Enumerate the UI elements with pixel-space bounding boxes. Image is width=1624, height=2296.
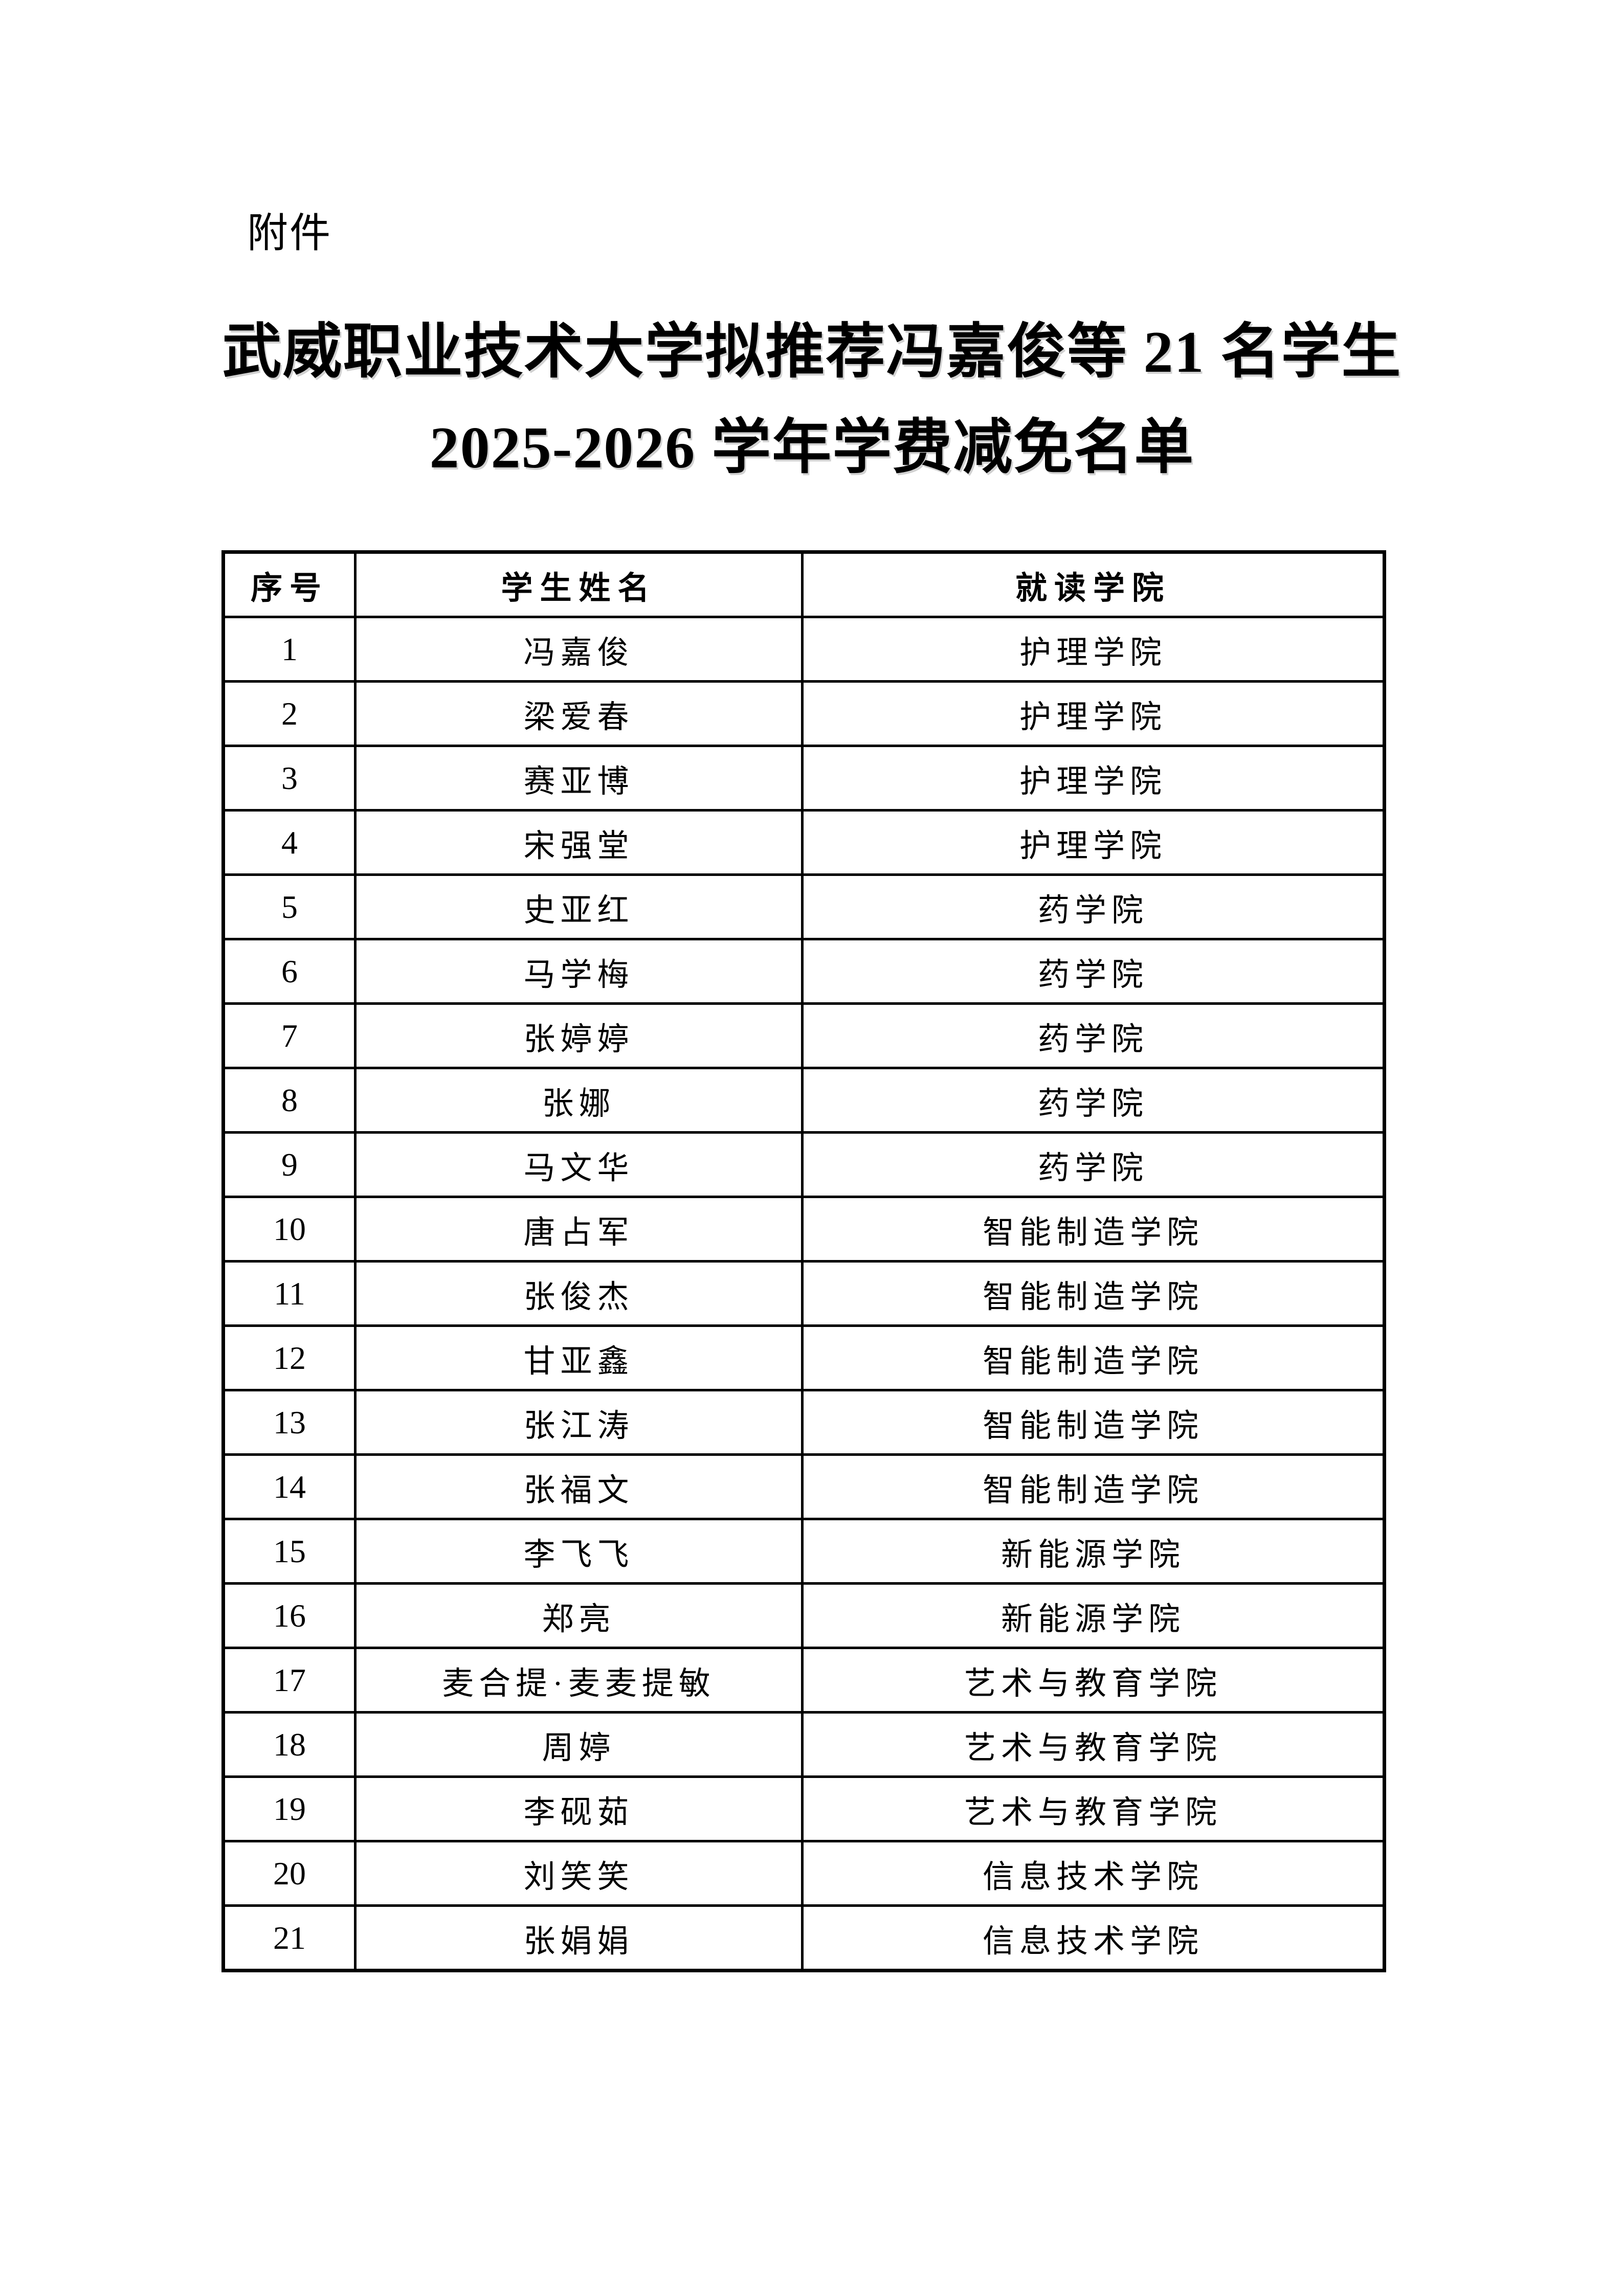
- table-row: 10 唐占军 智能制造学院: [222, 1196, 1386, 1263]
- student-name-cell: 张娟娟: [354, 1904, 804, 1972]
- row-number-cell: 17: [222, 1647, 357, 1714]
- row-number-cell: 14: [222, 1453, 357, 1520]
- table-body: 1 冯嘉俊 护理学院 2 梁爱春 护理学院 3 赛亚博 护理学院 4 宋强堂 护…: [222, 616, 1386, 1972]
- college-cell: 护理学院: [801, 616, 1386, 683]
- table-row: 12 甘亚鑫 智能制造学院: [222, 1324, 1386, 1391]
- header-no: 序号: [222, 551, 357, 618]
- table-row: 3 赛亚博 护理学院: [222, 745, 1386, 812]
- student-name-cell: 张江涛: [354, 1389, 804, 1456]
- college-cell: 艺术与教育学院: [801, 1647, 1386, 1714]
- student-name-cell: 张娜: [354, 1067, 804, 1134]
- document-title-line2: 2025-2026 学年学费减免名单: [429, 415, 1195, 481]
- college-cell: 智能制造学院: [801, 1260, 1386, 1327]
- college-cell: 智能制造学院: [801, 1324, 1386, 1391]
- table-row: 19 李砚茹 艺术与教育学院: [222, 1775, 1386, 1842]
- table-row: 17 麦合提·麦麦提敏 艺术与教育学院: [222, 1647, 1386, 1714]
- row-number-cell: 12: [222, 1324, 357, 1391]
- row-number-cell: 10: [222, 1196, 357, 1263]
- table-row: 20 刘笑笑 信息技术学院: [222, 1840, 1386, 1907]
- student-name-cell: 赛亚博: [354, 745, 804, 812]
- attachment-label: 附件: [247, 209, 332, 257]
- college-cell: 药学院: [801, 938, 1386, 1005]
- table-row: 7 张婷婷 药学院: [222, 1002, 1386, 1069]
- student-name-cell: 马文华: [354, 1131, 804, 1198]
- college-cell: 艺术与教育学院: [801, 1711, 1386, 1778]
- row-number-cell: 7: [222, 1002, 357, 1069]
- college-cell: 信息技术学院: [801, 1904, 1386, 1972]
- college-cell: 药学院: [801, 873, 1386, 940]
- table-row: 4 宋强堂 护理学院: [222, 809, 1386, 876]
- student-name-cell: 冯嘉俊: [354, 616, 804, 683]
- college-cell: 智能制造学院: [801, 1453, 1386, 1520]
- student-name-cell: 梁爱春: [354, 680, 804, 747]
- student-name-cell: 麦合提·麦麦提敏: [354, 1647, 804, 1714]
- student-name-cell: 史亚红: [354, 873, 804, 940]
- student-name-cell: 唐占军: [354, 1196, 804, 1263]
- table-row: 14 张福文 智能制造学院: [222, 1453, 1386, 1520]
- row-number-cell: 1: [222, 616, 357, 683]
- student-name-cell: 郑亮: [354, 1582, 804, 1649]
- row-number-cell: 6: [222, 938, 357, 1005]
- header-student-name: 学生姓名: [354, 551, 804, 618]
- table-row: 1 冯嘉俊 护理学院: [222, 616, 1386, 683]
- document-title: 武威职业技术大学拟推荐冯嘉俊等 21 名学生 2025-2026 学年学费减免名…: [0, 305, 1624, 496]
- student-name-cell: 刘笑笑: [354, 1840, 804, 1907]
- table-row: 9 马文华 药学院: [222, 1131, 1386, 1198]
- college-cell: 新能源学院: [801, 1582, 1386, 1649]
- student-name-cell: 张俊杰: [354, 1260, 804, 1327]
- student-name-cell: 马学梅: [354, 938, 804, 1005]
- student-name-cell: 宋强堂: [354, 809, 804, 876]
- college-cell: 药学院: [801, 1067, 1386, 1134]
- table-row: 18 周婷 艺术与教育学院: [222, 1711, 1386, 1778]
- row-number-cell: 8: [222, 1067, 357, 1134]
- college-cell: 护理学院: [801, 809, 1386, 876]
- table-row: 6 马学梅 药学院: [222, 938, 1386, 1005]
- student-name-cell: 甘亚鑫: [354, 1324, 804, 1391]
- table-row: 11 张俊杰 智能制造学院: [222, 1260, 1386, 1327]
- table-row: 16 郑亮 新能源学院: [222, 1582, 1386, 1649]
- table-row: 13 张江涛 智能制造学院: [222, 1389, 1386, 1456]
- college-cell: 新能源学院: [801, 1518, 1386, 1585]
- row-number-cell: 20: [222, 1840, 357, 1907]
- college-cell: 信息技术学院: [801, 1840, 1386, 1907]
- college-cell: 艺术与教育学院: [801, 1775, 1386, 1842]
- row-number-cell: 16: [222, 1582, 357, 1649]
- student-name-cell: 张福文: [354, 1453, 804, 1520]
- table-row: 15 李飞飞 新能源学院: [222, 1518, 1386, 1585]
- student-name-cell: 李砚茹: [354, 1775, 804, 1842]
- row-number-cell: 9: [222, 1131, 357, 1198]
- college-cell: 护理学院: [801, 745, 1386, 812]
- college-cell: 药学院: [801, 1002, 1386, 1069]
- row-number-cell: 19: [222, 1775, 357, 1842]
- table-row: 2 梁爱春 护理学院: [222, 680, 1386, 747]
- college-cell: 护理学院: [801, 680, 1386, 747]
- header-college: 就读学院: [801, 551, 1386, 618]
- row-number-cell: 3: [222, 745, 357, 812]
- table-row: 8 张娜 药学院: [222, 1067, 1386, 1134]
- table-header-row: 序号 学生姓名 就读学院: [222, 551, 1386, 618]
- row-number-cell: 2: [222, 680, 357, 747]
- row-number-cell: 21: [222, 1904, 357, 1972]
- row-number-cell: 5: [222, 873, 357, 940]
- document-title-line1: 武威职业技术大学拟推荐冯嘉俊等 21 名学生: [222, 320, 1402, 385]
- college-cell: 智能制造学院: [801, 1389, 1386, 1456]
- student-name-cell: 张婷婷: [354, 1002, 804, 1069]
- college-cell: 药学院: [801, 1131, 1386, 1198]
- student-name-cell: 周婷: [354, 1711, 804, 1778]
- student-roster-table: 序号 学生姓名 就读学院 1 冯嘉俊 护理学院 2 梁爱春 护理学院 3 赛亚博…: [221, 550, 1386, 1972]
- college-cell: 智能制造学院: [801, 1196, 1386, 1263]
- student-name-cell: 李飞飞: [354, 1518, 804, 1585]
- row-number-cell: 18: [222, 1711, 357, 1778]
- row-number-cell: 4: [222, 809, 357, 876]
- table-row: 21 张娟娟 信息技术学院: [222, 1904, 1386, 1972]
- row-number-cell: 13: [222, 1389, 357, 1456]
- row-number-cell: 11: [222, 1260, 357, 1327]
- row-number-cell: 15: [222, 1518, 357, 1585]
- table-row: 5 史亚红 药学院: [222, 873, 1386, 940]
